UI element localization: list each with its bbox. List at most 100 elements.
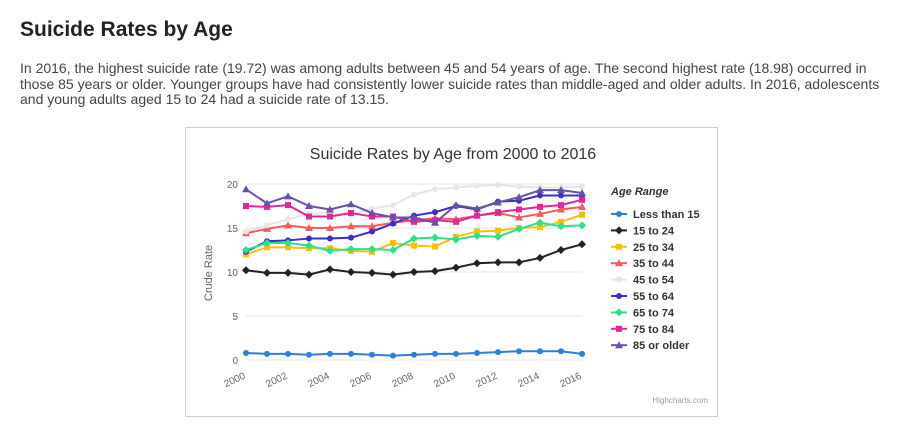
data-point[interactable] <box>452 235 460 244</box>
data-point[interactable] <box>306 213 312 220</box>
data-point[interactable] <box>578 202 586 210</box>
data-point[interactable] <box>389 246 397 254</box>
legend-item-65-to-74[interactable]: 65 to 74 <box>611 307 675 319</box>
data-point[interactable] <box>432 350 438 357</box>
data-point[interactable] <box>495 209 501 216</box>
data-point[interactable] <box>390 352 396 359</box>
data-point[interactable] <box>306 351 312 358</box>
data-point[interactable] <box>557 246 565 254</box>
data-point[interactable] <box>515 193 523 201</box>
data-point[interactable] <box>369 213 375 220</box>
data-point[interactable] <box>327 350 333 357</box>
data-point[interactable] <box>411 242 417 249</box>
data-point[interactable] <box>578 221 586 230</box>
series-85-or-older[interactable] <box>242 185 586 226</box>
data-point[interactable] <box>368 268 376 277</box>
data-point[interactable] <box>411 351 417 358</box>
legend-item-25-to-34[interactable]: 25 to 34 <box>611 242 675 254</box>
data-point[interactable] <box>347 245 355 254</box>
data-point[interactable] <box>347 200 355 208</box>
data-point[interactable] <box>368 222 376 230</box>
data-point[interactable] <box>326 265 334 274</box>
data-point[interactable] <box>242 185 250 193</box>
data-point[interactable] <box>579 211 585 218</box>
data-point[interactable] <box>473 231 481 240</box>
legend-item-35-to-44[interactable]: 35 to 44 <box>611 258 675 270</box>
data-point[interactable] <box>474 349 480 356</box>
data-point[interactable] <box>494 232 502 241</box>
data-point[interactable] <box>389 213 397 221</box>
data-point[interactable] <box>243 203 249 209</box>
data-point[interactable] <box>432 209 438 216</box>
data-point[interactable] <box>537 224 543 231</box>
data-point[interactable] <box>410 234 418 243</box>
data-point[interactable] <box>305 202 313 209</box>
data-point[interactable] <box>453 184 459 191</box>
data-point[interactable] <box>390 239 396 246</box>
data-point[interactable] <box>326 224 334 231</box>
data-point[interactable] <box>369 228 375 235</box>
series-75-to-84[interactable] <box>243 196 585 225</box>
data-point[interactable] <box>243 228 249 235</box>
series-less-than-15[interactable] <box>243 348 585 359</box>
data-point[interactable] <box>495 181 501 188</box>
data-point[interactable] <box>242 266 250 275</box>
data-point[interactable] <box>348 210 354 217</box>
data-point[interactable] <box>348 234 354 241</box>
data-point[interactable] <box>473 204 481 212</box>
data-point[interactable] <box>558 218 564 225</box>
data-point[interactable] <box>537 348 543 355</box>
data-point[interactable] <box>536 253 544 262</box>
data-point[interactable] <box>264 203 270 210</box>
data-point[interactable] <box>578 240 586 249</box>
data-point[interactable] <box>453 218 459 225</box>
credits-link[interactable]: Highcharts.com <box>652 396 708 405</box>
data-point[interactable] <box>369 351 375 358</box>
data-point[interactable] <box>536 209 544 217</box>
data-point[interactable] <box>494 258 502 267</box>
data-point[interactable] <box>516 183 522 190</box>
data-point[interactable] <box>536 218 544 227</box>
data-point[interactable] <box>327 213 333 220</box>
data-point[interactable] <box>305 241 313 250</box>
data-point[interactable] <box>495 349 501 356</box>
data-point[interactable] <box>557 222 565 231</box>
data-point[interactable] <box>558 192 564 199</box>
legend-item-85-or-older[interactable]: 85 or older <box>611 340 690 352</box>
data-point[interactable] <box>452 263 460 272</box>
data-point[interactable] <box>515 213 523 221</box>
data-point[interactable] <box>305 224 313 231</box>
data-point[interactable] <box>263 238 271 247</box>
data-point[interactable] <box>389 270 397 279</box>
data-point[interactable] <box>411 218 417 225</box>
data-point[interactable] <box>473 259 481 268</box>
data-point[interactable] <box>474 212 480 219</box>
data-point[interactable] <box>263 224 271 232</box>
legend-item-55-to-64[interactable]: 55 to 64 <box>611 291 675 303</box>
data-point[interactable] <box>243 349 249 356</box>
data-point[interactable] <box>347 268 355 276</box>
legend-item-45-to-54[interactable]: 45 to 54 <box>611 275 675 287</box>
data-point[interactable] <box>326 205 334 213</box>
data-point[interactable] <box>264 244 270 251</box>
data-point[interactable] <box>431 267 439 276</box>
data-point[interactable] <box>516 206 522 213</box>
data-point[interactable] <box>515 224 523 233</box>
data-point[interactable] <box>285 216 291 223</box>
data-point[interactable] <box>410 268 418 276</box>
data-point[interactable] <box>516 348 522 355</box>
data-point[interactable] <box>474 182 480 189</box>
data-point[interactable] <box>284 221 292 229</box>
series-15-to-24[interactable] <box>242 240 586 279</box>
legend-item-75-to-84[interactable]: 75 to 84 <box>611 324 675 336</box>
data-point[interactable] <box>285 350 291 357</box>
data-point[interactable] <box>453 350 459 357</box>
legend-item-15-to-24[interactable]: 15 to 24 <box>611 225 675 237</box>
data-point[interactable] <box>369 205 375 212</box>
data-point[interactable] <box>431 218 439 226</box>
data-point[interactable] <box>431 233 439 242</box>
data-point[interactable] <box>411 191 417 198</box>
data-point[interactable] <box>452 201 460 209</box>
data-point[interactable] <box>558 202 564 209</box>
data-point[interactable] <box>474 228 480 235</box>
